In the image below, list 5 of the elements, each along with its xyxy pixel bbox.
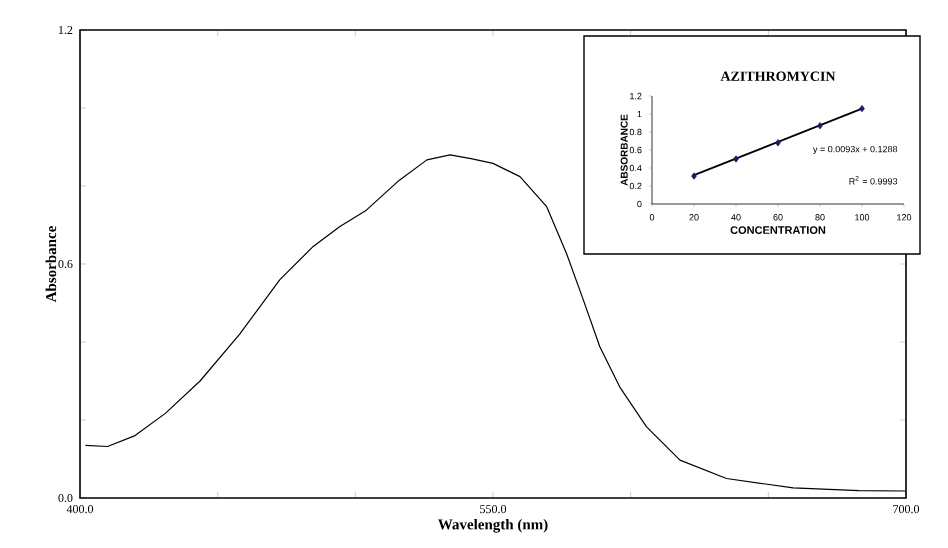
point	[859, 105, 865, 113]
point	[733, 155, 739, 163]
point	[775, 139, 781, 147]
point	[817, 122, 823, 130]
point	[691, 172, 697, 180]
